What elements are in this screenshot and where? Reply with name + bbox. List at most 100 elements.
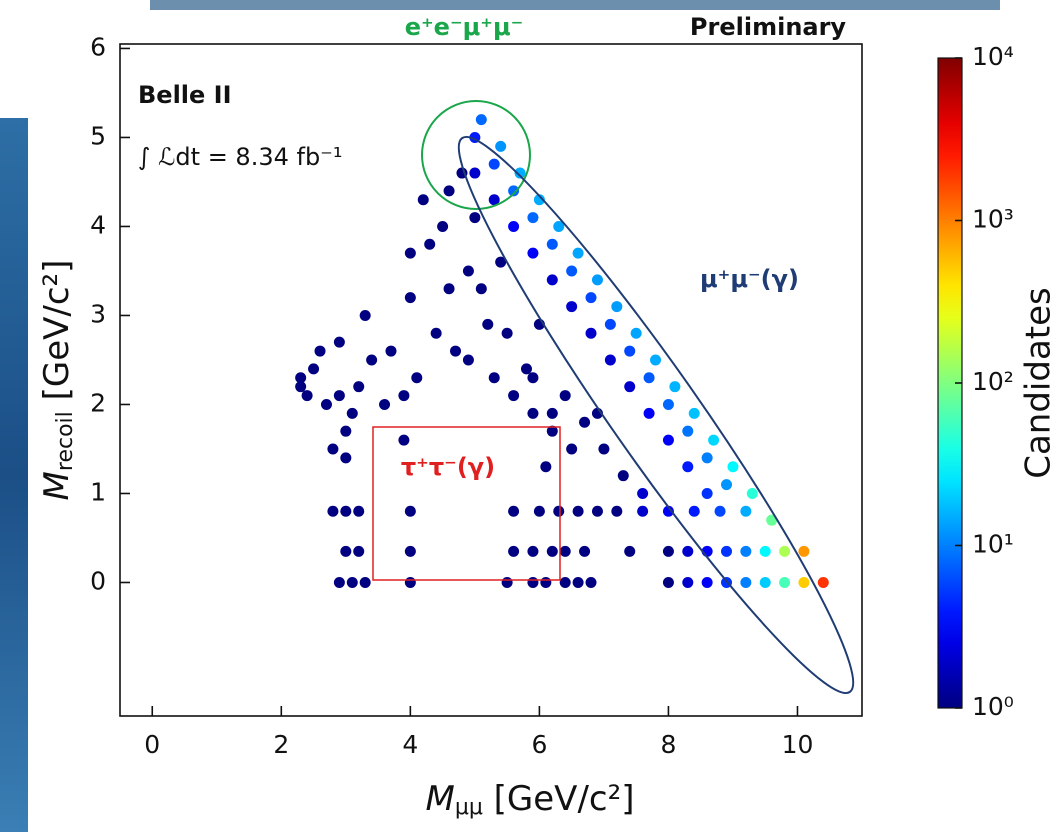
point <box>527 247 539 259</box>
point <box>579 545 591 557</box>
point <box>682 576 694 588</box>
point <box>591 505 603 517</box>
point <box>637 487 649 499</box>
point <box>779 545 791 557</box>
y-tick-label: 0 <box>90 566 106 595</box>
point <box>566 301 578 313</box>
point <box>682 461 694 473</box>
point <box>340 505 352 517</box>
point <box>295 381 307 393</box>
point <box>572 576 584 588</box>
point <box>404 576 416 588</box>
point <box>637 505 649 517</box>
point <box>514 167 526 179</box>
point <box>546 545 558 557</box>
mumu-label: μ⁺μ⁻(γ) <box>700 265 799 293</box>
x-tick-label: 4 <box>402 730 418 759</box>
label-unit: [GeV/c²] <box>37 260 77 412</box>
point <box>404 247 416 259</box>
label-symbol: M <box>37 471 77 500</box>
point <box>624 381 636 393</box>
colorbar-tick-label: 10² <box>972 367 1014 396</box>
point <box>766 514 778 526</box>
colorbar-tick-label: 10⁴ <box>972 42 1014 71</box>
x-tick-label: 2 <box>273 730 289 759</box>
point <box>340 545 352 557</box>
point <box>533 505 545 517</box>
point <box>740 545 752 557</box>
point <box>411 372 423 384</box>
point <box>462 354 474 366</box>
point <box>553 220 565 232</box>
point <box>650 354 662 366</box>
point <box>546 425 558 437</box>
point <box>624 545 636 557</box>
point <box>437 220 449 232</box>
point <box>508 390 520 402</box>
region-ellipse <box>457 135 855 695</box>
point <box>585 292 597 304</box>
point <box>798 576 810 588</box>
point <box>572 247 584 259</box>
region-box <box>372 426 561 581</box>
region-circle <box>421 100 531 210</box>
point <box>566 443 578 455</box>
point <box>404 292 416 304</box>
label-subscript: μμ <box>455 795 483 820</box>
point <box>540 576 552 588</box>
label-unit: [GeV/c²] <box>483 779 635 819</box>
point <box>669 381 681 393</box>
point <box>746 487 758 499</box>
point <box>495 140 507 152</box>
point <box>398 390 410 402</box>
point <box>559 545 571 557</box>
y-tick-label: 2 <box>90 388 106 417</box>
point <box>346 407 358 419</box>
x-tick-label: 10 <box>782 730 814 759</box>
point <box>495 256 507 268</box>
point <box>527 576 539 588</box>
point <box>740 576 752 588</box>
y-tick-label: 4 <box>90 210 106 239</box>
point <box>443 185 455 197</box>
background-strip <box>150 0 1000 10</box>
point <box>740 505 752 517</box>
point <box>404 505 416 517</box>
x-axis-label: Mμμ [GeV/c²] <box>426 779 635 821</box>
point <box>817 576 829 588</box>
colorbar-label: Candidates <box>1019 287 1059 479</box>
point <box>508 185 520 197</box>
point <box>579 416 591 428</box>
point <box>314 345 326 357</box>
point <box>488 158 500 170</box>
point <box>643 407 655 419</box>
point <box>301 390 313 402</box>
plot-frame <box>119 43 863 717</box>
x-tick-label: 6 <box>531 730 547 759</box>
point <box>469 167 481 179</box>
point <box>553 505 565 517</box>
point <box>340 452 352 464</box>
point <box>546 238 558 250</box>
point <box>469 212 481 224</box>
point <box>520 363 532 375</box>
point <box>353 505 365 517</box>
x-tick-label: 8 <box>660 730 676 759</box>
point <box>333 336 345 348</box>
y-axis-label: Mrecoil [GeV/c²] <box>37 260 79 501</box>
point <box>779 576 791 588</box>
point <box>482 318 494 330</box>
point <box>540 461 552 473</box>
point <box>359 576 371 588</box>
point <box>546 274 558 286</box>
point <box>366 354 378 366</box>
point <box>379 398 391 410</box>
colorbar-tick-label: 10³ <box>972 205 1014 234</box>
point <box>417 194 429 206</box>
point <box>346 576 358 588</box>
point <box>430 327 442 339</box>
point <box>508 220 520 232</box>
point <box>295 372 307 384</box>
point <box>662 434 674 446</box>
